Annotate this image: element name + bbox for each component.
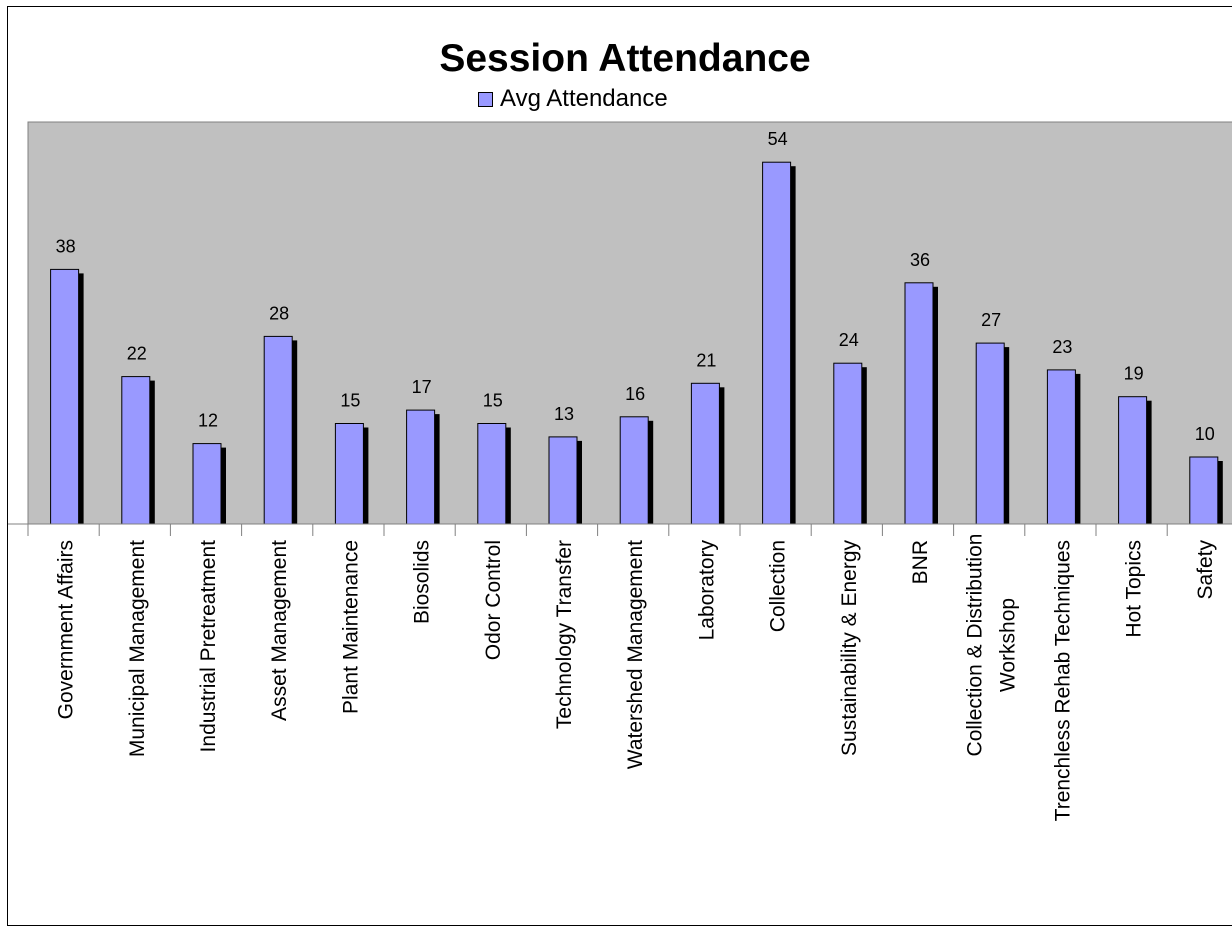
x-tick-label: Collection xyxy=(767,540,790,632)
bar xyxy=(904,282,934,525)
bar xyxy=(619,416,649,525)
x-tick-label: Industrial Pretreatment xyxy=(197,540,220,753)
x-tick-label-line: Municipal Management xyxy=(126,540,149,757)
bar xyxy=(1046,369,1076,525)
x-tick-label: Plant Maintenance xyxy=(339,540,362,714)
legend-label: Avg Attendance xyxy=(500,85,668,112)
x-tick-label-line: Plant Maintenance xyxy=(339,540,362,714)
data-label: 23 xyxy=(1052,337,1072,357)
bar xyxy=(263,335,293,525)
data-label: 19 xyxy=(1124,364,1144,384)
x-tick-label-line: Trenchless Rehab Techniques xyxy=(1051,540,1074,821)
data-label: 21 xyxy=(696,350,716,370)
data-label: 22 xyxy=(127,344,147,364)
x-tick-label: Hot Topics xyxy=(1123,540,1146,638)
x-tick-label-line: Collection & Distribution xyxy=(964,534,987,757)
bar xyxy=(121,376,151,525)
x-tick-label-line: Government Affairs xyxy=(55,540,78,719)
data-label: 10 xyxy=(1195,424,1215,444)
bar xyxy=(1189,456,1219,525)
x-tick-label-line: Collection xyxy=(767,540,790,632)
x-tick-label-line: Technology Transfer xyxy=(553,540,576,729)
legend-swatch xyxy=(478,91,493,107)
x-tick-label-line: Sustainability & Energy xyxy=(838,540,861,756)
bar xyxy=(690,382,720,525)
bar xyxy=(762,161,792,525)
x-tick-label: Collection & Distribution Workshop xyxy=(964,534,1020,757)
x-tick-label-line: Workshop xyxy=(997,598,1020,692)
data-label: 15 xyxy=(483,391,503,411)
data-label: 15 xyxy=(340,391,360,411)
data-label: 38 xyxy=(56,236,76,256)
x-tick-label-line: Hot Topics xyxy=(1123,540,1146,638)
x-tick-label: Municipal Management xyxy=(126,540,149,757)
x-tick-label: Odor Control xyxy=(482,540,505,660)
x-tick-label-line: Odor Control xyxy=(482,540,505,660)
data-label: 36 xyxy=(910,250,930,270)
x-tick-label: Sustainability & Energy xyxy=(838,540,861,756)
bar xyxy=(477,423,507,525)
bar xyxy=(334,423,364,525)
x-tick-label: BNR xyxy=(909,540,932,584)
bar xyxy=(975,342,1005,525)
data-label: 24 xyxy=(839,330,859,350)
x-tick-label-line: Asset Management xyxy=(268,540,291,721)
data-label: 16 xyxy=(625,384,645,404)
x-tick-label: Safety xyxy=(1194,540,1217,600)
x-tick-label: Biosolids xyxy=(411,540,434,624)
data-label: 13 xyxy=(554,404,574,424)
data-label: 27 xyxy=(981,310,1001,330)
data-label: 12 xyxy=(198,411,218,431)
data-label: 54 xyxy=(768,129,788,149)
bar xyxy=(548,436,578,525)
data-label: 28 xyxy=(269,303,289,323)
data-label: 17 xyxy=(412,377,432,397)
bar xyxy=(1118,396,1148,525)
x-tick-label: Laboratory xyxy=(695,540,718,641)
bar xyxy=(406,409,436,525)
x-tick-label-line: Laboratory xyxy=(695,540,718,641)
bar xyxy=(50,268,80,525)
x-tick-label: Watershed Management xyxy=(624,540,647,769)
x-tick-label-line: Watershed Management xyxy=(624,540,647,769)
x-tick-label: Trenchless Rehab Techniques xyxy=(1051,540,1074,821)
x-tick-label: Asset Management xyxy=(268,540,291,721)
legend: Avg Attendance xyxy=(478,84,668,114)
x-tick-label-line: Biosolids xyxy=(411,540,434,624)
bar xyxy=(192,443,222,525)
bar xyxy=(833,362,863,525)
x-tick-label-line: Safety xyxy=(1194,540,1217,600)
chart-title: Session Attendance xyxy=(439,37,811,80)
x-tick-label-line: BNR xyxy=(909,540,932,584)
x-tick-label-line: Industrial Pretreatment xyxy=(197,540,220,753)
x-tick-label: Government Affairs xyxy=(55,540,78,719)
x-tick-label: Technology Transfer xyxy=(553,540,576,729)
